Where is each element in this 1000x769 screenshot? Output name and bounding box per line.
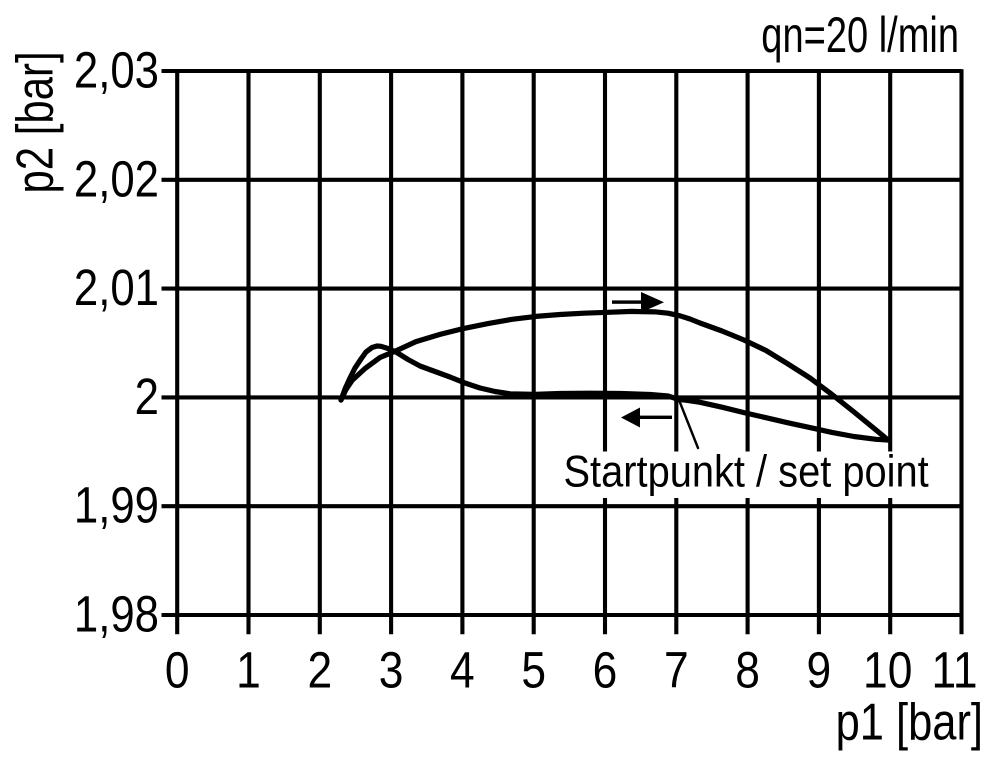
svg-text:1,99: 1,99 (74, 478, 159, 535)
svg-text:p1 [bar]: p1 [bar] (836, 694, 983, 752)
svg-text:Startpunkt / set point: Startpunkt / set point (564, 446, 929, 496)
svg-text:10: 10 (863, 643, 912, 700)
svg-text:11: 11 (931, 643, 977, 700)
svg-text:2,03: 2,03 (74, 42, 159, 99)
svg-text:1,98: 1,98 (74, 586, 159, 643)
svg-text:p2 [bar]: p2 [bar] (6, 51, 64, 193)
svg-text:5: 5 (521, 643, 546, 700)
svg-text:6: 6 (593, 643, 618, 700)
svg-text:4: 4 (450, 643, 475, 700)
svg-text:0: 0 (165, 643, 190, 700)
svg-text:2: 2 (307, 643, 332, 700)
svg-text:2: 2 (135, 369, 159, 426)
svg-text:8: 8 (735, 643, 760, 700)
svg-text:9: 9 (807, 643, 832, 700)
svg-text:1: 1 (236, 643, 261, 700)
svg-text:2,01: 2,01 (74, 260, 159, 317)
svg-text:qn=20 l/min: qn=20 l/min (761, 8, 959, 63)
svg-text:7: 7 (664, 643, 689, 700)
svg-text:3: 3 (379, 643, 404, 700)
svg-text:2,02: 2,02 (74, 151, 159, 208)
